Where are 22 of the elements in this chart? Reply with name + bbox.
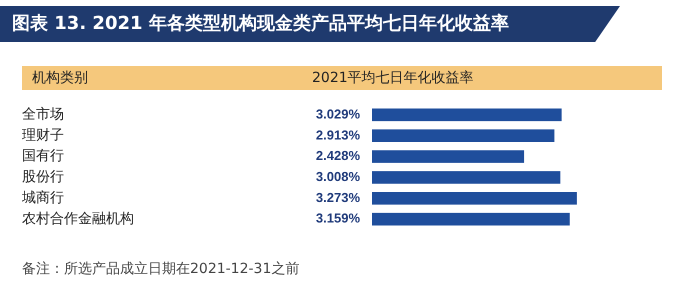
data-label: 2.428% — [316, 148, 360, 164]
y-tick-label: 股份行 — [22, 169, 64, 186]
data-label: 3.029% — [316, 106, 360, 122]
y-axis-title: 机构类别 — [32, 69, 88, 88]
bar — [372, 192, 577, 205]
bar — [372, 212, 570, 226]
bar — [372, 129, 554, 142]
data-label: 3.159% — [316, 210, 360, 226]
y-tick-label: 城商行 — [21, 190, 64, 206]
bar — [372, 108, 562, 122]
y-tick-label: 农村合作金融机构 — [22, 210, 134, 227]
data-label: 2.913% — [316, 127, 360, 142]
bar — [372, 171, 560, 184]
y-tick-label: 国有行 — [22, 148, 64, 164]
data-label: 3.273% — [316, 190, 360, 205]
y-tick-label: 理财子 — [22, 127, 64, 144]
data-label: 3.008% — [316, 169, 360, 184]
x-axis-title: 2021平均七日年化收益率 — [312, 69, 474, 88]
text: 备注：所选产品成立日期在2021-12-31之前 — [22, 260, 300, 278]
chart-title: 图表 13. 2021 年各类型机构现金类产品平均七日年化收益率 — [0, 6, 620, 42]
bar — [372, 150, 524, 163]
y-tick-label: 全市场 — [22, 106, 64, 122]
